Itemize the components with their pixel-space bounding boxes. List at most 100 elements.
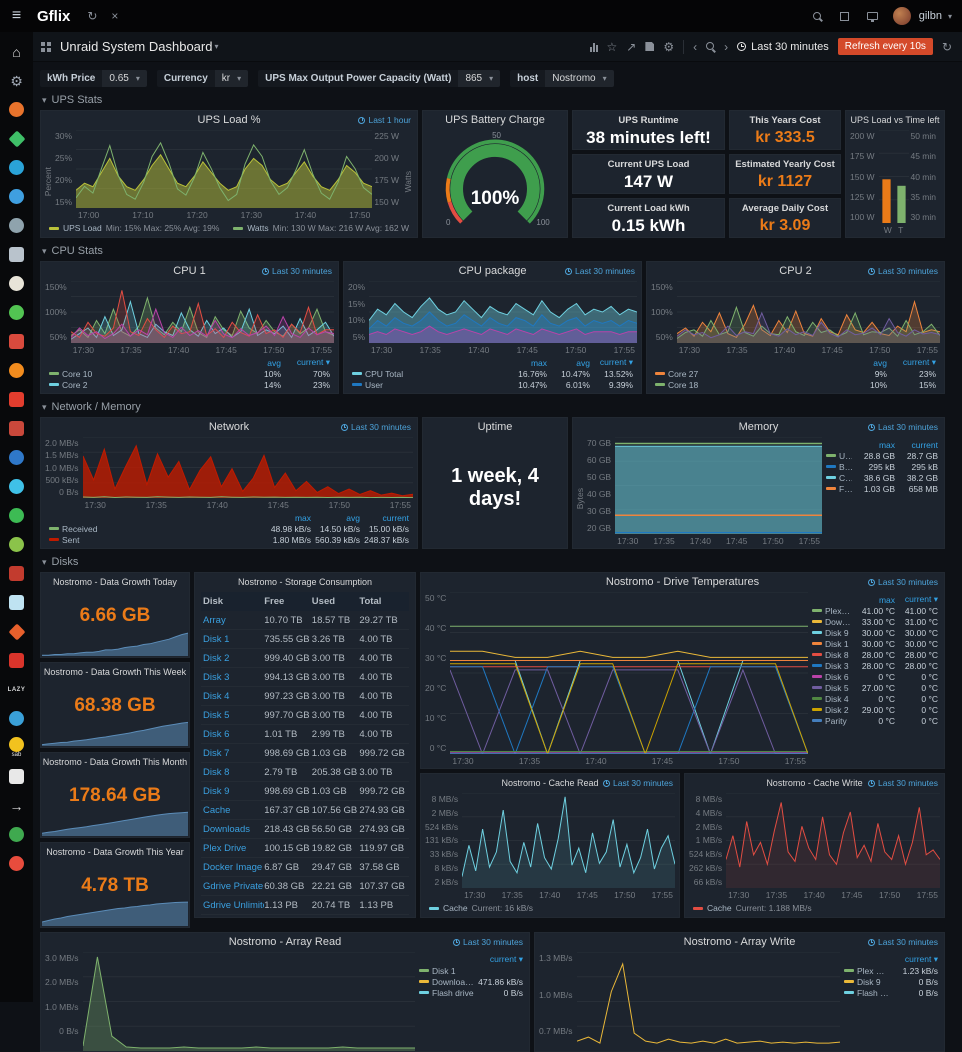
legend-series-name[interactable]: Disk 2 <box>825 704 849 715</box>
disk-link[interactable]: Disk 9 <box>203 785 230 797</box>
display-icon[interactable] <box>866 12 878 22</box>
time-forward-icon[interactable]: › <box>724 39 729 54</box>
refresh-dashboard-icon[interactable]: ↻ <box>941 39 952 54</box>
panel-time-range[interactable]: Last 30 minutes <box>867 778 938 788</box>
sidebar-app-item[interactable] <box>0 153 33 182</box>
search-icon[interactable] <box>812 11 822 21</box>
panel-title[interactable]: Average Daily Cost <box>741 203 829 214</box>
legend-series-name[interactable]: Disk 5 <box>825 682 849 693</box>
legend-series-name[interactable]: Flash drive <box>432 987 474 998</box>
sidebar-app-item[interactable] <box>0 646 33 675</box>
legend-series-name[interactable]: Downloads <box>825 616 852 627</box>
legend-header[interactable]: current ▾ <box>904 594 938 604</box>
sidebar-app-item[interactable]: sab <box>0 733 33 762</box>
section-network-memory[interactable]: ▾ Network / Memory <box>40 401 945 413</box>
panel-title[interactable]: CPU package <box>458 265 527 277</box>
sidebar-app-item[interactable] <box>0 559 33 588</box>
legend-header[interactable]: current ▾ <box>489 954 523 964</box>
legend-header[interactable]: avg <box>873 357 887 368</box>
panel-title[interactable]: Nostromo - Cache Read <box>501 778 599 788</box>
sidebar-app-item[interactable] <box>0 182 33 211</box>
legend-series-name[interactable]: Downloads <box>432 976 474 987</box>
network-chart[interactable] <box>82 437 413 498</box>
legend-series-name[interactable]: Cache <box>707 903 732 913</box>
legend-header[interactable]: max <box>294 512 311 523</box>
panel-title[interactable]: This Years Cost <box>749 115 821 126</box>
sidebar-app-item[interactable] <box>0 704 33 733</box>
legend-series-name[interactable]: Parity <box>825 715 847 726</box>
legend-series-name[interactable]: Disk 8 <box>825 649 849 660</box>
dashboard-picker-icon[interactable] <box>41 41 52 52</box>
disk-link[interactable]: Gdrive Unlimited <box>203 899 264 911</box>
legend-series-name[interactable]: Disk 1 <box>432 965 456 976</box>
disk-link[interactable]: Array <box>203 614 226 626</box>
legend-header[interactable]: current ▾ <box>296 357 330 367</box>
sidebar-app-item[interactable] <box>0 588 33 617</box>
legend-series-name[interactable]: Disk 9 <box>857 976 881 987</box>
variable-dropdown[interactable]: 0.65 ▾ <box>102 70 147 87</box>
sidebar-app-item[interactable] <box>0 530 33 559</box>
legend-series-name[interactable]: Flash drive <box>857 987 889 998</box>
panel-time-range[interactable]: Last 1 hour <box>358 115 411 125</box>
legend-header[interactable]: current ▾ <box>902 357 936 367</box>
panel-time-range[interactable]: Last 30 minutes <box>867 937 938 947</box>
time-range-picker[interactable]: Last 30 minutes <box>737 41 829 53</box>
panel-title[interactable]: Uptime <box>477 421 513 433</box>
fullscreen-icon[interactable] <box>839 11 849 21</box>
legend-header[interactable]: avg <box>576 357 590 368</box>
sidebar-app-item[interactable] <box>0 849 33 878</box>
sidebar-app-item[interactable] <box>0 820 33 849</box>
cache-write-chart[interactable] <box>726 793 941 888</box>
legend-series-name[interactable]: Disk 3 <box>825 660 849 671</box>
sidebar-app-item[interactable] <box>0 124 33 153</box>
legend-header[interactable]: max <box>878 594 895 605</box>
legend-series-name[interactable]: Disk 9 <box>825 627 849 638</box>
legend-series-name[interactable]: Buffered <box>839 461 852 472</box>
share-icon[interactable]: ↗ <box>626 39 637 54</box>
close-icon[interactable]: × <box>111 9 119 23</box>
disk-link[interactable]: Disk 5 <box>203 709 230 721</box>
panel-title[interactable]: Nostromo - Data Growth This Month <box>42 757 188 767</box>
panel-time-range[interactable]: Last 30 minutes <box>261 266 332 276</box>
sidebar-app-item[interactable] <box>0 240 33 269</box>
panel-time-range[interactable]: Last 30 minutes <box>602 778 673 788</box>
disk-link[interactable]: Downloads <box>203 823 250 835</box>
panel-title[interactable]: Nostromo - Data Growth This Week <box>43 667 187 677</box>
section-disks[interactable]: ▾ Disks <box>40 556 945 568</box>
legend-series-name[interactable]: Free <box>839 483 852 494</box>
sidebar-app-item[interactable] <box>0 501 33 530</box>
legend-series-name[interactable]: Cache <box>443 903 468 913</box>
sidebar-app-item[interactable]: → <box>0 791 33 820</box>
col-total[interactable]: Total <box>359 596 382 607</box>
settings-icon[interactable]: ⚙ <box>663 39 675 54</box>
panel-title[interactable]: Nostromo - Data Growth This Year <box>46 847 184 857</box>
legend-series-name[interactable]: Core 27 <box>668 368 699 379</box>
legend-series-name[interactable]: User <box>365 379 383 390</box>
legend-series-name[interactable]: Core 18 <box>668 379 699 390</box>
panel-title[interactable]: Nostromo - Drive Temperatures <box>605 576 760 588</box>
panel-title[interactable]: Nostromo - Array Write <box>683 936 796 948</box>
legend-series-name[interactable]: Core 2 <box>62 379 88 390</box>
disk-link[interactable]: Disk 1 <box>203 633 230 645</box>
legend-series-name[interactable]: Used <box>839 450 852 461</box>
avatar[interactable] <box>892 7 911 25</box>
star-icon[interactable]: ☆ <box>606 39 618 54</box>
sidebar-app-item[interactable] <box>0 95 33 124</box>
disk-link[interactable]: Disk 3 <box>203 671 230 683</box>
legend-series-name[interactable]: Watts <box>247 223 269 233</box>
cpu-package-chart[interactable] <box>369 281 638 343</box>
section-ups-stats[interactable]: ▾ UPS Stats <box>40 94 945 106</box>
load-vs-time-chart[interactable] <box>878 130 909 223</box>
legend-series-name[interactable]: Disk 6 <box>825 671 849 682</box>
legend-header[interactable]: current <box>911 439 938 450</box>
disk-link[interactable]: Disk 2 <box>203 652 230 664</box>
legend-series-name[interactable]: Received <box>62 523 98 534</box>
legend-header[interactable]: max <box>878 439 895 450</box>
legend-header[interactable]: max <box>530 357 547 368</box>
sidebar-app-item[interactable]: ⌂ <box>0 37 33 66</box>
variable-dropdown[interactable]: kr ▾ <box>214 70 249 87</box>
variable-dropdown[interactable]: Nostromo ▾ <box>545 70 614 87</box>
panel-time-range[interactable]: Last 30 minutes <box>452 937 523 947</box>
add-panel-icon[interactable] <box>589 42 598 52</box>
sidebar-app-item[interactable] <box>0 211 33 240</box>
